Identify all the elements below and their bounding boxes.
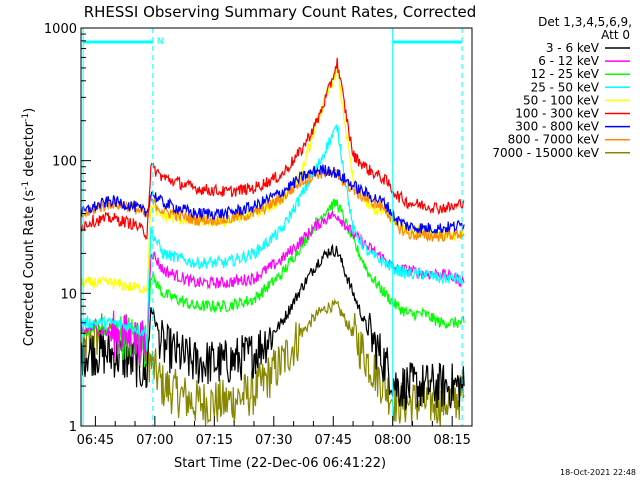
y-axis-label: Corrected Count Rate (s-1 detector-1) [21,108,37,346]
y-axis-label-sup1: -1 [21,181,31,190]
x-tick-label: 06:45 [77,433,114,448]
legend-label: 6 - 12 keV [538,54,600,68]
series-layer [80,57,465,427]
legend-label: 7000 - 15000 keV [492,146,599,160]
x-tick-label: 08:15 [433,433,470,448]
y-tick-label: 1000 [44,22,77,37]
y-tick-label: 1 [69,420,77,435]
series-line [80,124,465,352]
series-line [80,57,465,240]
y-axis-label-mid: detector [22,121,37,181]
x-tick-label: 07:15 [196,433,233,448]
y-axis: 1 10 100 1000 [44,22,91,435]
series-line [80,243,465,412]
x-axis: 06:45 07:00 07:15 07:30 07:45 08:00 08:15 [77,416,473,448]
timestamp: 18-Oct-2021 22:48 [560,468,636,477]
y-tick-label: 100 [52,155,77,170]
series-line [80,164,465,234]
legend-label: 12 - 25 keV [531,67,600,81]
legend-label: 50 - 100 keV [523,93,600,107]
legend-label: 300 - 800 keV [515,120,599,134]
x-axis-label: Start Time (22-Dec-06 06:41:22) [174,456,386,471]
x-tick-label: 07:45 [315,433,352,448]
annotation-layer: N [82,28,463,426]
x-tick-label: 07:00 [136,433,173,448]
plot-frame [80,27,473,427]
y-axis-label-end: ) [22,108,37,113]
y-tick-label: 10 [60,287,77,302]
legend-label: 100 - 300 keV [515,107,599,121]
legend-header-2: Att 0 [601,28,630,42]
legend-label: 25 - 50 keV [531,80,600,94]
legend-label: 800 - 7000 keV [508,133,600,147]
y-axis-label-main: Corrected Count Rate (s [22,190,37,347]
x-tick-label: 08:00 [374,433,411,448]
y-axis-label-sup2: -1 [21,113,31,122]
chart-title: RHESSI Observing Summary Count Rates, Co… [84,3,477,21]
legend-header-1: Det 1,3,4,5,6,9, [538,15,632,29]
x-tick-label: 07:30 [255,433,292,448]
flag-label: N [157,37,164,47]
legend-label: 3 - 6 keV [546,41,600,55]
